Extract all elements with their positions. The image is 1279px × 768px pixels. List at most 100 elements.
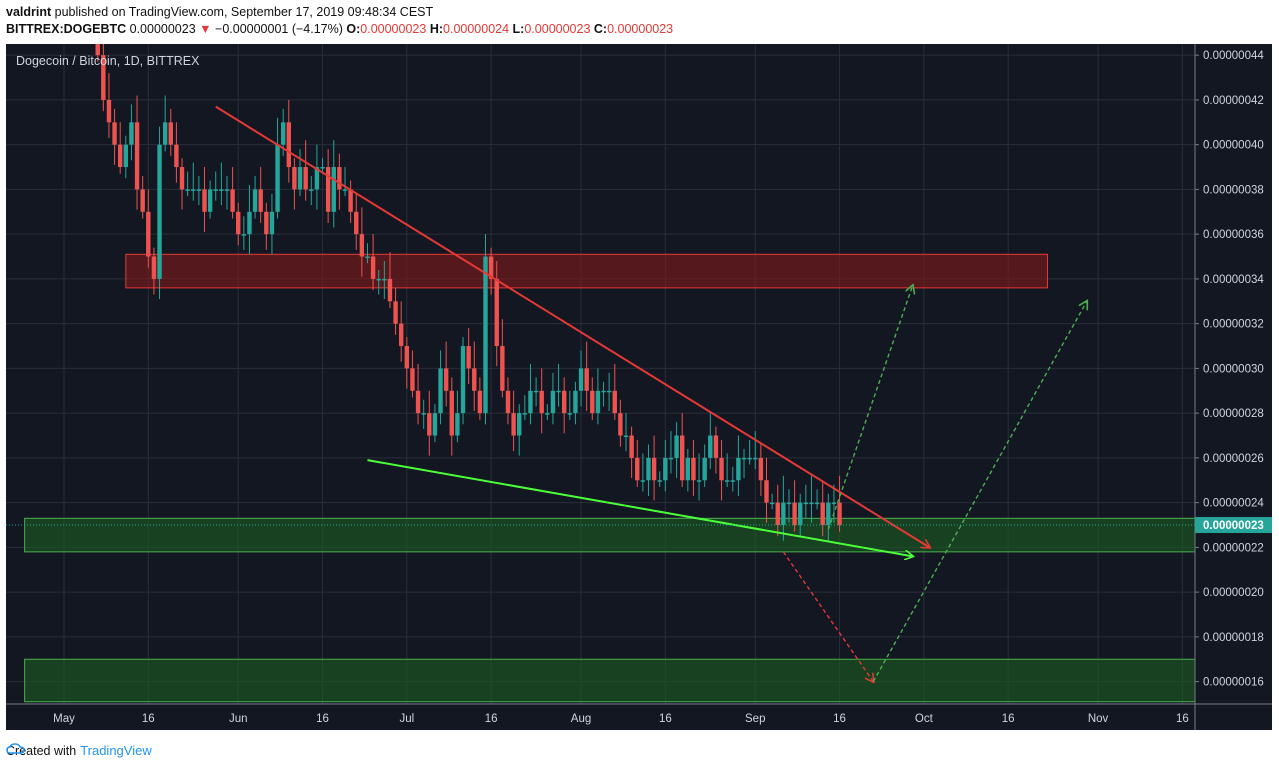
candle-body <box>528 390 533 414</box>
candle-body <box>775 502 780 526</box>
candle-body <box>421 413 426 415</box>
candle-body <box>292 167 297 190</box>
candle-body <box>236 211 241 235</box>
candle-body <box>601 390 606 393</box>
y-tick-label: 0.00000044 <box>1203 50 1264 62</box>
candle-body <box>460 346 466 414</box>
candle-body <box>404 346 410 369</box>
support-zone <box>24 517 1196 553</box>
x-tick-label: May <box>53 713 75 725</box>
candle-body <box>657 480 662 482</box>
candle-body <box>814 502 820 505</box>
candle-body <box>595 390 601 414</box>
tradingview-brand[interactable]: TradingView <box>80 743 152 758</box>
x-tick-label: Nov <box>1088 713 1109 725</box>
candle-body <box>584 368 589 391</box>
candle-body <box>213 189 218 191</box>
candle-body <box>702 457 707 481</box>
candle-body <box>545 413 550 415</box>
close-value: 0.00000023 <box>607 22 674 36</box>
candle-body <box>185 189 190 191</box>
candle-body <box>410 368 415 391</box>
candle-body <box>399 323 404 347</box>
candle-body <box>354 211 359 235</box>
candle-body <box>606 390 612 393</box>
candle-body <box>663 457 668 481</box>
high-label: H: <box>429 22 444 36</box>
candle-body <box>337 167 342 190</box>
candle-body <box>331 167 336 212</box>
resistance-zone <box>125 253 1048 289</box>
x-tick-label: 16 <box>142 713 155 725</box>
candle-body <box>393 301 398 324</box>
descending-support-trendline <box>367 459 912 556</box>
low-label: L: <box>512 22 525 36</box>
last-price: 0.00000023 <box>129 22 196 36</box>
created-with-text: Created with <box>6 743 77 758</box>
candle-body <box>798 502 803 526</box>
candle-body <box>753 457 758 460</box>
candle-body <box>118 144 123 168</box>
candle-body <box>635 457 640 481</box>
change-value: −0.00000001 (−4.17%) <box>215 22 343 36</box>
projection-red-dashed <box>782 551 873 682</box>
price-chart[interactable]: 0.00000044 0.00000042 0.00000040 0.00000038… <box>6 44 1272 730</box>
chart-container[interactable]: 0.00000044 0.00000042 0.00000040 0.00000038… <box>6 44 1272 730</box>
y-tick-label: 0.00000024 <box>1203 498 1264 510</box>
candle-body <box>522 413 528 415</box>
candle-body <box>691 457 696 481</box>
candle-body <box>280 122 286 145</box>
candle-body <box>134 122 140 190</box>
candle-body <box>162 122 168 145</box>
x-tick-label: 16 <box>659 713 672 725</box>
author-name[interactable]: valdrint <box>6 5 52 19</box>
candle-body <box>786 502 792 505</box>
candle-body <box>533 390 539 393</box>
candle-body <box>325 167 331 212</box>
x-tick-label: Aug <box>571 713 591 725</box>
candle-body <box>432 413 438 436</box>
candle-body <box>219 189 224 191</box>
candle-body <box>724 480 730 482</box>
candle-body <box>719 457 724 481</box>
close-label: C: <box>593 22 608 36</box>
candle-body <box>623 435 629 438</box>
candle-body <box>494 278 499 347</box>
candle-body <box>792 502 797 526</box>
x-tick-label: 16 <box>316 713 329 725</box>
down-arrow-icon: ▼ <box>199 22 212 36</box>
candle-body <box>629 435 634 458</box>
candle-body <box>573 390 578 414</box>
candle-body <box>477 390 483 414</box>
low-value: 0.00000023 <box>524 22 591 36</box>
footer: Created with TradingView <box>6 743 152 758</box>
candle-body <box>831 502 837 505</box>
x-tick-label: Sep <box>745 713 765 725</box>
candle-body <box>472 368 477 391</box>
candle-body <box>370 256 376 279</box>
candle-body <box>427 413 432 436</box>
candle-body <box>196 189 202 191</box>
x-tick-label: Jun <box>229 713 248 725</box>
candle-body <box>713 435 719 458</box>
candle-body <box>561 390 567 414</box>
y-tick-label: 0.00000022 <box>1203 542 1264 554</box>
support-lower-zone <box>24 658 1196 703</box>
candle-body <box>348 189 353 212</box>
candle-body <box>106 99 112 123</box>
candle-body <box>674 435 679 458</box>
x-tick-label: 16 <box>1002 713 1015 725</box>
candle-body <box>511 413 516 436</box>
candle-body <box>129 122 134 145</box>
candle-body <box>651 457 657 481</box>
candle-body <box>466 346 471 369</box>
candle-body <box>736 457 741 481</box>
x-tick-label: Oct <box>915 713 934 725</box>
candle-body <box>758 457 764 481</box>
candle-body <box>101 55 106 100</box>
y-tick-label: 0.00000038 <box>1203 184 1264 196</box>
candle-body <box>140 189 145 212</box>
y-tick-label: 0.00000018 <box>1203 632 1264 644</box>
y-tick-label: 0.00000034 <box>1203 274 1264 286</box>
candle-body <box>382 278 387 281</box>
